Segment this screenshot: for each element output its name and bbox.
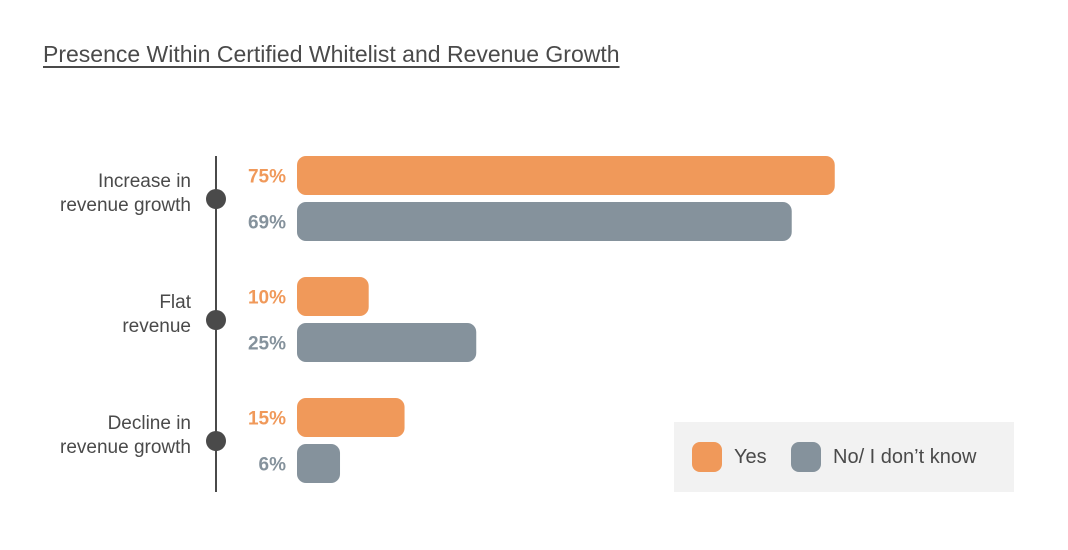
data-label: 25%	[248, 334, 286, 355]
legend-item-no: No/ I don’t know	[791, 422, 976, 492]
bar	[297, 323, 477, 362]
category-label: Flat revenue	[122, 292, 191, 337]
axis-marker-dot	[206, 189, 226, 209]
legend-swatch-no	[791, 442, 821, 472]
data-label: 6%	[259, 455, 287, 476]
axis-marker-dot	[206, 431, 226, 451]
category-label: Decline in revenue growth	[60, 413, 191, 458]
legend-swatch-yes	[692, 442, 722, 472]
bar	[297, 444, 341, 483]
data-label: 10%	[248, 288, 286, 309]
legend: Yes No/ I don’t know	[674, 422, 1014, 492]
legend-label-no: No/ I don’t know	[833, 445, 977, 468]
category-label: Increase in revenue growth	[60, 171, 191, 216]
bar	[297, 277, 369, 316]
legend-item-yes: Yes	[692, 422, 767, 492]
legend-label-yes: Yes	[734, 445, 767, 468]
bar	[297, 398, 405, 437]
data-label: 75%	[248, 167, 286, 188]
data-label: 69%	[248, 213, 286, 234]
data-label: 15%	[248, 409, 286, 430]
bar	[297, 202, 792, 241]
axis-marker-dot	[206, 310, 226, 330]
chart-title: Presence Within Certified Whitelist and …	[43, 41, 620, 67]
bar	[297, 156, 835, 195]
